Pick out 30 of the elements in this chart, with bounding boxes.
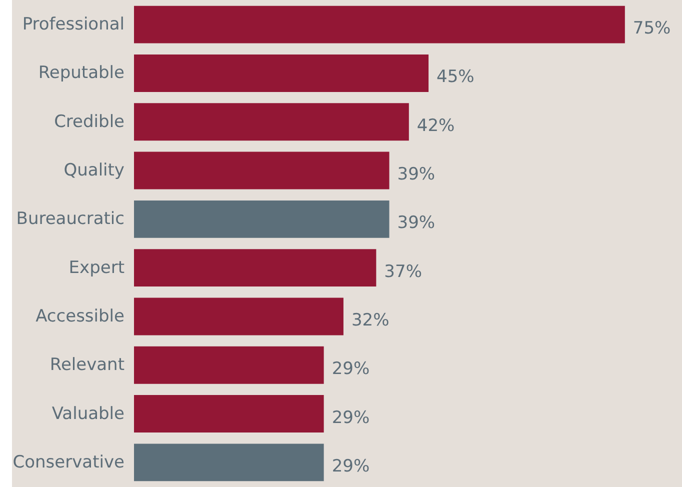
data-label: 42% [416, 116, 455, 136]
bar [134, 200, 390, 238]
y-tick-label: Relevant [50, 355, 125, 376]
data-label: 29% [332, 456, 370, 476]
bar [134, 6, 625, 44]
bar [134, 152, 390, 190]
data-label: 39% [397, 164, 436, 185]
y-tick-label: Professional [22, 14, 124, 35]
bar [134, 298, 344, 336]
data-label: 29% [332, 359, 370, 380]
y-tick-label: Conservative [12, 452, 124, 472]
y-tick-label: Bureaucratic [16, 209, 124, 230]
data-label: 75% [632, 18, 671, 39]
y-tick-label: Reputable [38, 63, 124, 84]
y-tick-label: Valuable [52, 404, 124, 424]
y-tick-label: Expert [68, 258, 125, 278]
bar [134, 346, 324, 384]
data-label: 32% [351, 310, 390, 330]
bar [134, 54, 429, 92]
data-label: 39% [397, 213, 436, 234]
data-label: 37% [384, 262, 422, 282]
bar [134, 395, 324, 433]
y-tick-label: Accessible [36, 306, 124, 326]
bar [134, 444, 324, 482]
y-tick-label: Credible [54, 112, 124, 132]
bar [134, 249, 376, 287]
y-tick-label: Quality [64, 160, 124, 181]
bar [134, 103, 409, 141]
data-label: 29% [332, 408, 370, 428]
data-label: 45% [436, 67, 474, 88]
